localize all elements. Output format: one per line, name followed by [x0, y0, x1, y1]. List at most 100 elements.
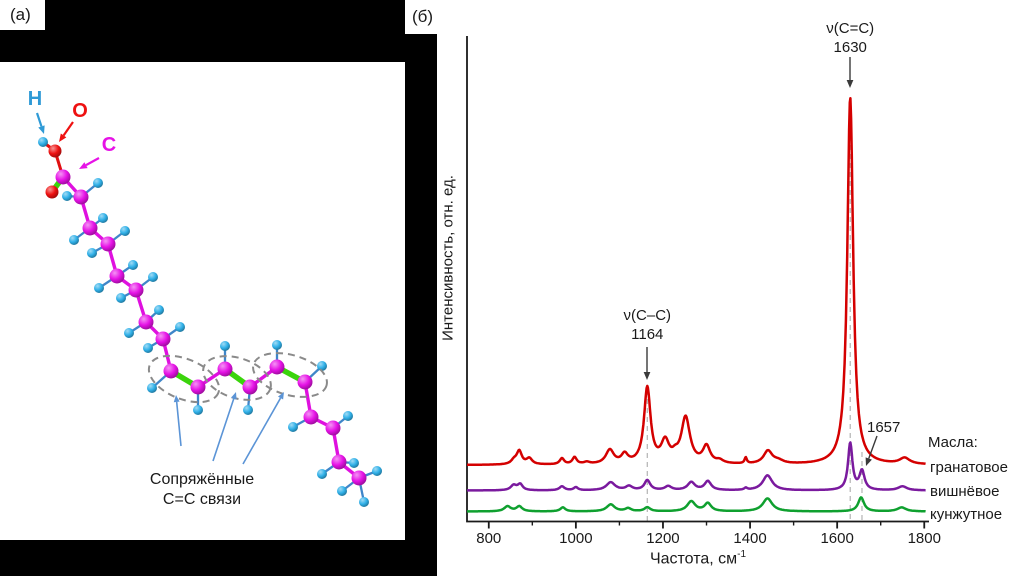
hydrogen-atom [148, 272, 158, 282]
carbon-atom [269, 359, 285, 375]
peak-annotation-text: 1657 [867, 419, 901, 436]
caption-pointer-arrow-shaft [175, 401, 182, 447]
annotation-arrow-shaft [868, 435, 878, 459]
hydrogen-atom [93, 178, 103, 188]
hydrogen-atom [120, 226, 130, 236]
conjugated-bond-ellipse [252, 352, 328, 398]
caption-pointer-arrow-shaft [242, 397, 282, 465]
conjugated-bonds-caption-line1: Сопряжённые [149, 471, 255, 488]
carbon-atom [190, 379, 206, 395]
carbon-atom [242, 379, 258, 395]
hydrogen-atom [317, 469, 327, 479]
y-axis-label: Интенсивность, отн. ед. [439, 175, 457, 341]
hydrogen-atom [94, 283, 104, 293]
legend-item-label: кунжутное [930, 506, 1003, 523]
carbon-atom-label: C [101, 134, 117, 156]
carbon-atom [297, 374, 313, 390]
hydrogen-atom [87, 248, 97, 258]
legend-item-label: гранатовое [930, 459, 1008, 476]
hydrogen-atom [98, 213, 108, 223]
hydrogen-atom [272, 340, 282, 350]
carbon-atom [109, 268, 125, 284]
hydrogen-atom [243, 405, 253, 415]
carbon-atom [351, 470, 367, 486]
hydrogen-atom [38, 137, 48, 147]
x-axis-label-text: Частота, см [649, 550, 738, 568]
hydrogen-atom [372, 466, 382, 476]
axes-spines [466, 36, 929, 523]
hydrogen-atom [220, 341, 230, 351]
panel-a-label: (a) [10, 5, 31, 24]
oxygen-atom [45, 185, 59, 199]
hydrogen-atom [154, 305, 164, 315]
atom-label-arrow-shaft [62, 121, 74, 137]
atom-label-arrow-shaft [35, 112, 43, 127]
carbon-atom [155, 331, 171, 347]
spectrum-curve-вишнёвое [466, 441, 927, 492]
hydrogen-atom-label: H [27, 88, 43, 110]
hydrogen-atom [175, 322, 185, 332]
hydrogen-atom [317, 361, 327, 371]
legend-item-label: вишнёвое [930, 483, 1000, 500]
x-tick-label: 1000 [559, 530, 593, 547]
hydrogen-atom [128, 260, 138, 270]
atom-label-arrow-shaft [85, 157, 100, 167]
panel-a-label-box [0, 0, 45, 30]
carbon-atom [138, 314, 154, 330]
caption-pointer-arrow-head [277, 392, 284, 400]
x-tick-label: 1600 [820, 530, 854, 547]
conjugated-bond-ellipse [147, 354, 221, 404]
spectrum-curve-кунжутное [466, 496, 927, 513]
carbon-atom [128, 282, 144, 298]
carbon-atom [73, 189, 89, 205]
carbon-atom [331, 454, 347, 470]
hydrogen-atom [349, 458, 359, 468]
panel-b-label-box [405, 0, 447, 34]
annotation-arrow-head [865, 457, 872, 466]
oxygen-atom [48, 144, 62, 158]
caption-pointer-arrow-head [173, 395, 180, 403]
carbon-atom [82, 220, 98, 236]
hydrogen-atom [343, 411, 353, 421]
caption-pointer-arrow-head [230, 392, 237, 400]
molecule-diagram [35, 112, 382, 507]
x-tick-label: 1200 [646, 530, 680, 547]
hydrogen-atom [193, 405, 203, 415]
hydrogen-atom [62, 191, 72, 201]
hydrogen-atom [337, 486, 347, 496]
peak-annotation-text: ν(C=C) 1630 [826, 20, 875, 56]
caption-pointer-arrow-shaft [212, 398, 235, 462]
hydrogen-atom [124, 328, 134, 338]
x-axis-label: Частота, см-1 [650, 549, 746, 568]
atom-label-arrow-head [59, 133, 67, 142]
panel-b-label: (б) [412, 7, 434, 26]
carbon-atom [163, 363, 179, 379]
hydrogen-atom [288, 422, 298, 432]
annotation-arrow-head [846, 80, 854, 88]
hydrogen-atom [143, 343, 153, 353]
carbon-atom [55, 169, 71, 185]
carbon-atom [303, 409, 319, 425]
carbon-atom [217, 361, 233, 377]
x-tick-label: 1800 [907, 530, 941, 547]
hydrogen-atom [69, 235, 79, 245]
atom-label-arrow-head [38, 125, 45, 134]
conjugated-bonds-caption-line2: С=С связи [162, 491, 242, 508]
hydrogen-atom [147, 383, 157, 393]
oxygen-atom-label: O [72, 100, 88, 122]
annotation-arrow-head [643, 372, 651, 380]
x-tick-label: 1400 [733, 530, 767, 547]
x-axis-label-superscript: -1 [737, 549, 747, 560]
spectra-plot [466, 36, 929, 529]
atom-label-arrow-head [79, 162, 88, 169]
hydrogen-atom [116, 293, 126, 303]
peak-annotation-text: ν(C–C) 1164 [623, 307, 672, 343]
carbon-atom [100, 236, 116, 252]
spectrum-curve-гранатовое [466, 96, 927, 467]
x-tick-label: 800 [476, 530, 502, 547]
carbon-atom [325, 420, 341, 436]
hydrogen-atom [359, 497, 369, 507]
legend-title: Масла: [928, 434, 978, 451]
